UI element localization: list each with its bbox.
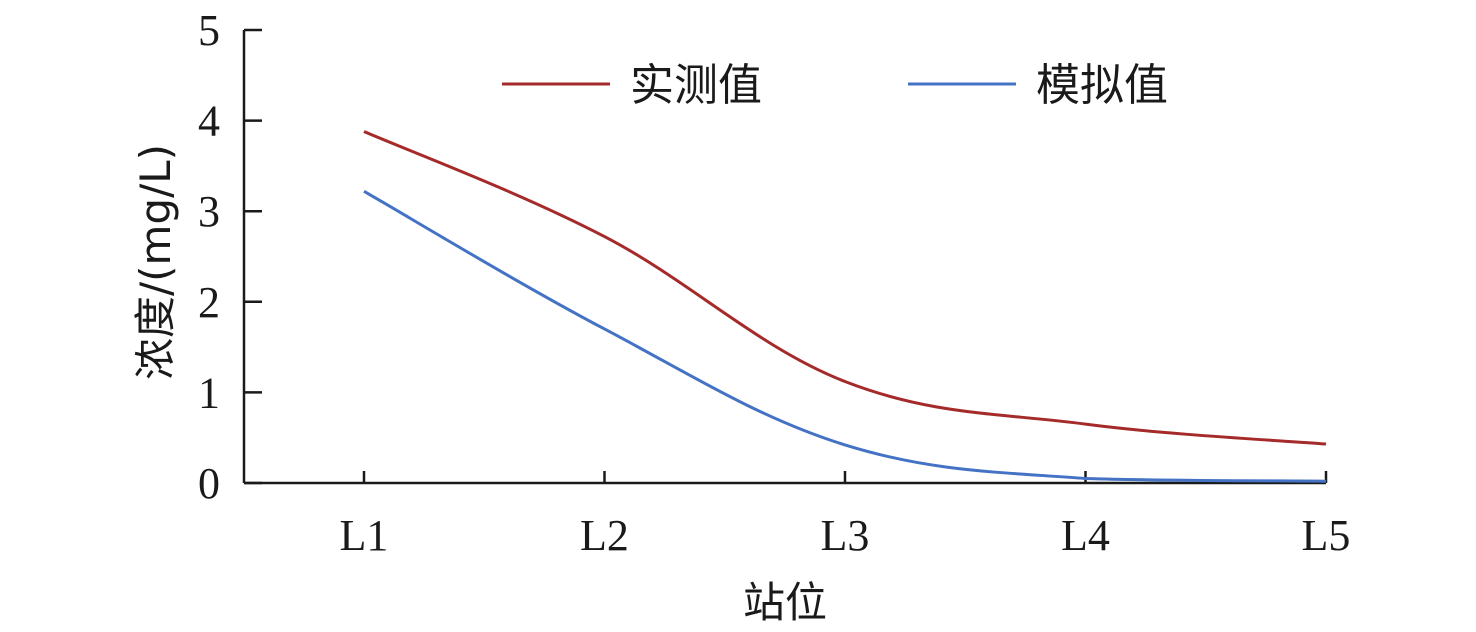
ticks: 0 1 2 3 4 5 L1 L2 L3 L4 L5: [198, 6, 1350, 560]
series-line-0: [363, 130, 1327, 446]
y-tick-label-4: 4: [198, 97, 220, 146]
y-tick-label-2: 2: [198, 278, 220, 327]
x-tick-label-L5: L5: [1302, 511, 1351, 560]
series-lines: [363, 130, 1327, 483]
y-axis-title: 浓度/(mg/L): [131, 144, 180, 380]
x-tick-label-L1: L1: [340, 511, 389, 560]
legend-label-0: 实测值: [630, 60, 762, 111]
legend-label-1: 模拟值: [1036, 60, 1168, 111]
axes: [242, 30, 1326, 485]
x-tick-label-L2: L2: [580, 511, 629, 560]
y-tick-label-0: 0: [198, 459, 220, 508]
y-tick-label-1: 1: [198, 368, 220, 417]
x-tick-label-L3: L3: [821, 511, 870, 560]
legend: 实测值 模拟值: [502, 60, 1168, 111]
series-line-1: [363, 189, 1327, 483]
y-tick-label-5: 5: [198, 6, 220, 55]
x-tick-label-L4: L4: [1061, 511, 1110, 560]
y-tick-label-3: 3: [198, 187, 220, 236]
x-axis-title: 站位: [743, 578, 827, 627]
